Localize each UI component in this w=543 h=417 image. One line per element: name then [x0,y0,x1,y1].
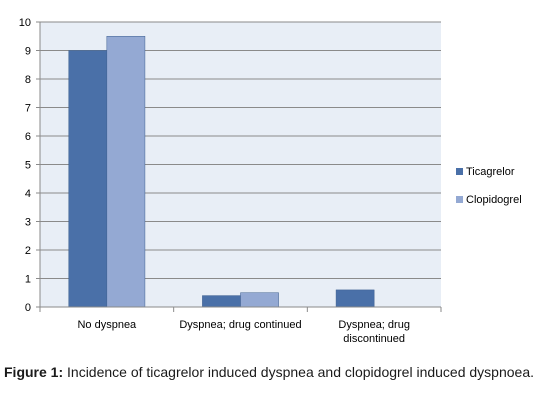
y-tick-label: 8 [25,74,31,86]
y-tick-label: 4 [25,188,31,200]
x-axis-category-labels: No dyspnea Dyspnea; drug continued Dyspnea… [77,319,409,345]
figure-caption: Figure 1: Incidence of ticagrelor induce… [4,364,539,381]
y-tick-label: 7 [25,103,31,115]
y-axis-tick-labels: 0 1 2 3 4 5 6 7 8 9 10 [19,17,31,314]
bars [68,36,375,308]
bar-chart: 0 1 2 3 4 5 6 7 8 9 10 No dyspnea Dyspnea; drug con… [19,17,522,345]
bar-ticagrelor-2 [202,295,241,308]
y-tick-label: 9 [25,46,31,58]
x-category-label: No dyspnea [77,319,137,331]
legend-swatch-clopidogrel [456,196,463,203]
y-tick-label: 10 [19,17,31,29]
bar-clopidogrel-2 [240,292,279,308]
y-tick-label: 3 [25,217,31,229]
x-category-label: Dyspnea; drug discontinued [338,319,410,345]
y-tick-label: 2 [25,245,31,257]
y-tick-label: 6 [25,131,31,143]
caption-text: Incidence of ticagrelor induced dyspnea … [63,364,535,380]
y-tick-label: 0 [25,302,31,314]
y-tick-label: 5 [25,160,31,172]
legend-label-clopidogrel: Clopidogrel [466,194,522,206]
legend-label-ticagrelor: Ticagrelor [466,166,515,178]
legend: Ticagrelor Clopidogrel [456,166,522,206]
legend-swatch-ticagrelor [456,168,463,175]
y-tick-label: 1 [25,274,31,286]
bar-ticagrelor-1 [68,50,108,308]
bar-clopidogrel-1 [106,36,146,308]
axes [36,21,442,312]
caption-label: Figure 1: [4,364,64,380]
bar-ticagrelor-3 [335,289,375,308]
x-category-label: Dyspnea; drug continued [179,319,301,331]
